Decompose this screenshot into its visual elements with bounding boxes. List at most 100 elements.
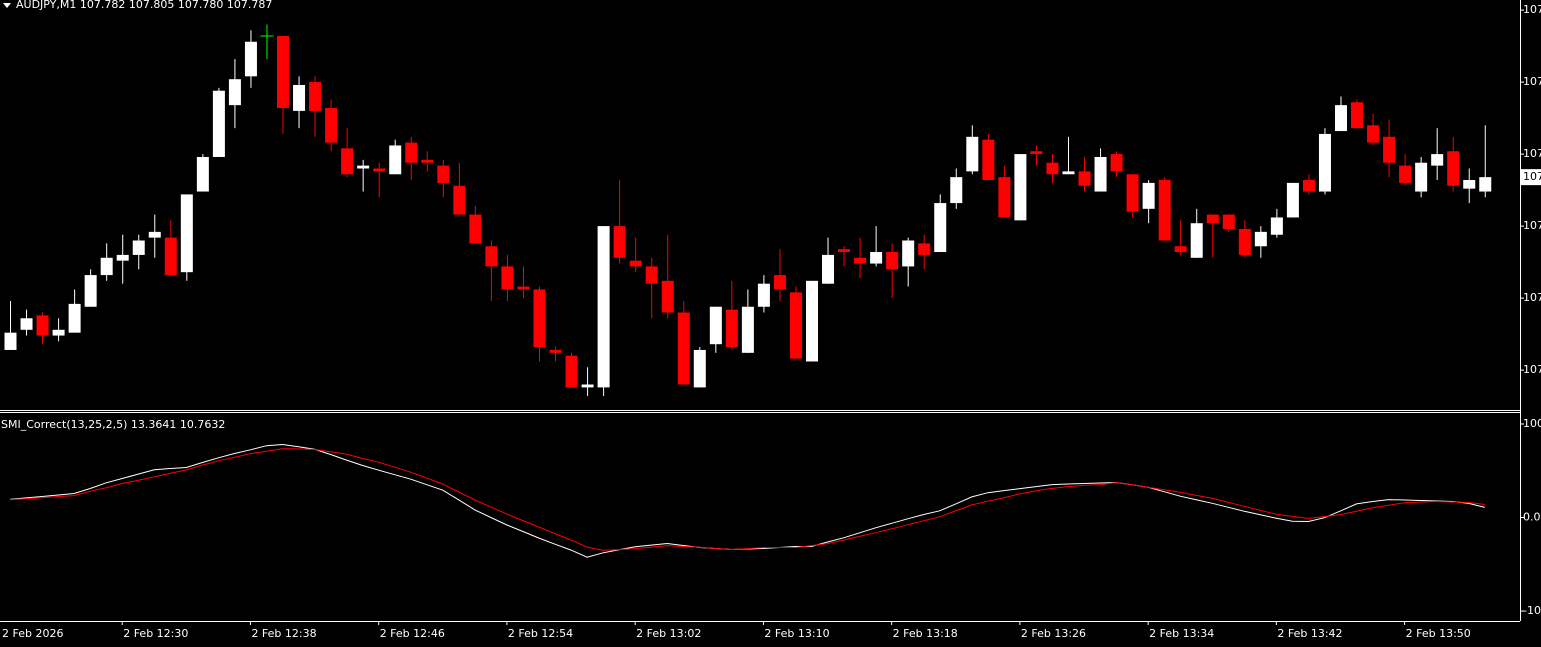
candle-body bbox=[1270, 217, 1283, 235]
candle-body bbox=[1222, 214, 1235, 229]
candle-body bbox=[902, 240, 915, 267]
y-tick-label: 0.00 bbox=[1523, 510, 1541, 523]
candle-body bbox=[4, 332, 17, 350]
candle-body bbox=[1415, 162, 1428, 192]
candle-body bbox=[677, 312, 690, 385]
candle-body bbox=[629, 260, 642, 267]
candle-body bbox=[212, 90, 225, 157]
candle-body bbox=[1334, 105, 1347, 132]
candle-body bbox=[789, 292, 802, 359]
x-tick-label: 2 Feb 13:26 bbox=[1021, 627, 1086, 640]
candle-body bbox=[389, 145, 402, 175]
candle-body bbox=[1110, 154, 1123, 172]
candle-body bbox=[228, 79, 241, 106]
candle-body bbox=[1206, 214, 1219, 224]
candle-body bbox=[485, 246, 498, 267]
candle-body bbox=[1062, 171, 1075, 175]
candle-body bbox=[52, 329, 65, 336]
candle-body bbox=[293, 84, 306, 111]
y-tick-label: 107.820 bbox=[1523, 75, 1541, 88]
candle-body bbox=[1367, 125, 1380, 143]
candle-body bbox=[597, 226, 610, 388]
x-tick-label: 2 Feb 13:18 bbox=[893, 627, 958, 640]
candle-body bbox=[709, 306, 722, 345]
candle-body bbox=[164, 237, 177, 276]
candle-body bbox=[453, 185, 466, 215]
x-tick-label: 2 Feb 13:50 bbox=[1406, 627, 1471, 640]
candle-body bbox=[806, 280, 818, 362]
candle-body bbox=[661, 280, 674, 313]
candle-body bbox=[277, 36, 290, 109]
collapse-icon[interactable] bbox=[3, 3, 11, 8]
candle-body bbox=[1479, 177, 1492, 192]
candle-body bbox=[773, 275, 786, 290]
candle-body bbox=[1078, 171, 1091, 186]
y-tick-label: -100 bbox=[1523, 604, 1541, 617]
y-tick-label: 107.720 bbox=[1523, 363, 1541, 376]
candle-body bbox=[148, 231, 161, 238]
candle-body bbox=[405, 142, 418, 163]
x-tick-label: 2 Feb 12:46 bbox=[380, 627, 445, 640]
candle-body bbox=[1046, 162, 1059, 175]
candle-body bbox=[854, 257, 867, 264]
candle-body bbox=[982, 139, 995, 181]
candle-body bbox=[838, 249, 851, 253]
candle-body bbox=[565, 355, 578, 388]
last-price-box bbox=[1521, 169, 1541, 186]
x-tick-label: 2 Feb 13:42 bbox=[1277, 627, 1342, 640]
candle-body bbox=[373, 168, 386, 172]
date-label: 2 Feb 2026 bbox=[2, 627, 63, 640]
candle-body bbox=[116, 254, 129, 261]
candle-body bbox=[1142, 182, 1155, 209]
candle-body bbox=[1094, 156, 1107, 192]
indicator-line bbox=[9, 448, 1485, 551]
candle-body bbox=[693, 349, 706, 388]
candle-body bbox=[1126, 174, 1139, 212]
y-tick-label: 107.745 bbox=[1523, 291, 1541, 304]
candle-body bbox=[1286, 182, 1299, 218]
y-tick-label: 100 bbox=[1523, 417, 1541, 430]
candle-body bbox=[549, 349, 562, 353]
y-tick-label: 107.845 bbox=[1523, 3, 1541, 16]
candle-body bbox=[1351, 102, 1364, 129]
y-tick-label: 107.770 bbox=[1523, 219, 1541, 232]
candle-body bbox=[1431, 154, 1444, 166]
candle-body bbox=[1447, 151, 1460, 186]
candle-body bbox=[886, 252, 899, 270]
indicator-title: SMI_Correct(13,25,2,5) 13.3641 10.7632 bbox=[1, 418, 225, 431]
candle-body bbox=[501, 266, 514, 290]
candle-body bbox=[998, 177, 1011, 218]
candle-body bbox=[1254, 231, 1267, 247]
candle-body bbox=[341, 148, 354, 175]
chart-title: AUDJPY,M1 107.782 107.805 107.780 107.78… bbox=[16, 0, 272, 11]
x-tick-label: 2 Feb 13:10 bbox=[764, 627, 829, 640]
candle-body bbox=[645, 266, 658, 284]
candle-body bbox=[1302, 180, 1315, 192]
candle-body bbox=[1030, 151, 1043, 155]
candle-body bbox=[421, 159, 434, 163]
candle-body bbox=[966, 136, 979, 172]
last-price-label: 107.787 bbox=[1523, 170, 1541, 183]
candle-body bbox=[1174, 246, 1187, 253]
candle-body bbox=[1014, 154, 1027, 221]
candle-body bbox=[1238, 228, 1251, 255]
candle-body bbox=[244, 41, 257, 77]
candle-body bbox=[918, 243, 931, 255]
candle-body bbox=[1318, 133, 1331, 192]
candle-body bbox=[822, 254, 835, 284]
candle-body bbox=[132, 240, 145, 255]
candle-body bbox=[437, 165, 450, 183]
x-tick-label: 2 Feb 12:30 bbox=[123, 627, 188, 640]
candle-body bbox=[1399, 165, 1412, 183]
x-tick-label: 2 Feb 12:38 bbox=[251, 627, 316, 640]
candle-body bbox=[84, 275, 97, 307]
candle-body bbox=[325, 108, 338, 143]
x-tick-label: 2 Feb 13:34 bbox=[1149, 627, 1214, 640]
candle-body bbox=[517, 286, 530, 290]
candle-body bbox=[1158, 180, 1171, 241]
candle-body bbox=[950, 177, 963, 204]
candle-body bbox=[180, 194, 193, 273]
